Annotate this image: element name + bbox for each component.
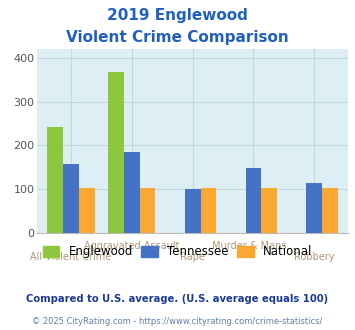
Text: Murder & Mans...: Murder & Mans... <box>212 241 295 251</box>
Text: 2019 Englewood: 2019 Englewood <box>107 8 248 23</box>
Legend: Englewood, Tennessee, National: Englewood, Tennessee, National <box>38 241 317 263</box>
Text: Rape: Rape <box>180 252 205 262</box>
Bar <box>140 188 155 233</box>
Text: All Violent Crime: All Violent Crime <box>30 252 111 262</box>
Bar <box>185 189 201 233</box>
Bar <box>261 188 277 233</box>
Text: © 2025 CityRating.com - https://www.cityrating.com/crime-statistics/: © 2025 CityRating.com - https://www.city… <box>32 317 323 326</box>
Text: Compared to U.S. average. (U.S. average equals 100): Compared to U.S. average. (U.S. average … <box>26 294 329 304</box>
Text: Aggravated Assault: Aggravated Assault <box>84 241 179 251</box>
Bar <box>306 183 322 233</box>
Bar <box>124 152 140 233</box>
Bar <box>108 72 124 233</box>
Bar <box>79 188 94 233</box>
Text: Robbery: Robbery <box>294 252 335 262</box>
Bar <box>201 188 216 233</box>
Bar <box>47 127 63 233</box>
Bar <box>246 168 261 233</box>
Bar <box>322 188 338 233</box>
Text: Violent Crime Comparison: Violent Crime Comparison <box>66 30 289 45</box>
Bar <box>63 164 79 233</box>
